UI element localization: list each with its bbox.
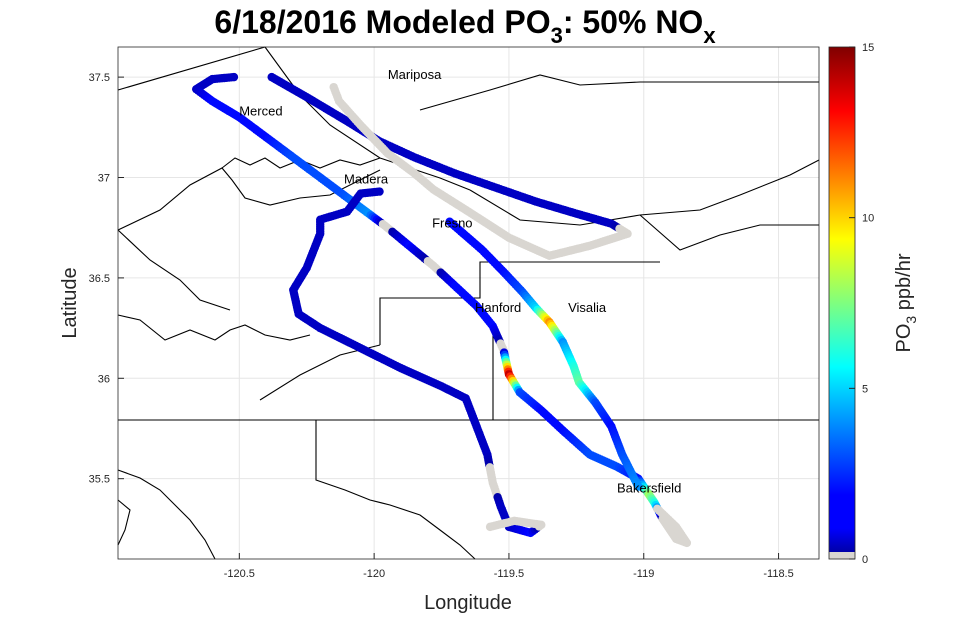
plot-border: [117, 46, 820, 560]
track-point: [634, 482, 643, 491]
county-labels: Mariposa Merced Madera Fresno Hanford Visalia…: [239, 67, 681, 496]
y-axis-label: Latitude: [59, 267, 81, 338]
flight-tracks: [191, 72, 692, 548]
colorbar-zero-band: [829, 552, 855, 559]
boundary-east-fresno: [639, 214, 819, 251]
track-point: [653, 504, 662, 514]
track-point: [485, 522, 495, 532]
county-label: Hanford: [475, 300, 521, 315]
boundary-merced-north: [117, 46, 266, 91]
grid-lines: [118, 47, 819, 559]
boundary-madera-river: [221, 157, 381, 169]
colorbar-tick-label: 10: [862, 213, 874, 225]
x-axis-ticks: -120.5 -120 -119.5 -119 -118.5: [224, 553, 794, 580]
colorbar-ticks: 0 5 10 15: [849, 42, 874, 566]
colorbar-tick-label: 15: [862, 42, 874, 54]
boundary-fresno-west: [117, 314, 311, 341]
x-tick-label: -120.5: [224, 568, 255, 580]
chart-title: 6/18/2016 Modeled PO3: 50% NOx: [214, 4, 716, 48]
boundary-mariposa-east: [419, 74, 819, 111]
y-tick-label: 37: [98, 173, 110, 185]
boundary-slo-2: [117, 499, 131, 546]
track-point: [329, 82, 338, 92]
boundary-fresno-north: [469, 159, 820, 226]
colorbar-label: PO3 ppb/hr: [893, 253, 919, 352]
boundary-kings: [379, 261, 660, 345]
colorbar-border: [828, 46, 856, 560]
county-label: Merced: [239, 103, 282, 118]
y-tick-label: 36: [98, 373, 110, 385]
x-tick-label: -120: [363, 568, 385, 580]
colorbar-tick-label: 0: [862, 554, 868, 566]
county-label: Bakersfield: [617, 481, 681, 496]
y-axis-ticks: 35.5 36 36.5 37 37.5: [89, 72, 124, 486]
boundary-merced-south-west: [117, 229, 231, 311]
boundary-kern-west: [315, 420, 476, 560]
x-tick-label: -118.5: [763, 568, 793, 580]
county-label: Visalia: [568, 300, 607, 315]
colorbar-tick-label: 5: [862, 383, 868, 395]
colorbar: [829, 47, 855, 559]
y-tick-label: 36.5: [89, 273, 110, 285]
x-tick-label: -119.5: [494, 568, 524, 580]
county-label: Fresno: [432, 216, 472, 231]
y-tick-label: 35.5: [89, 474, 110, 486]
x-axis-label: Longitude: [424, 592, 512, 614]
boundary-slo: [117, 469, 216, 560]
county-label: Mariposa: [388, 67, 442, 82]
x-tick-label: -119: [633, 568, 654, 580]
county-label: Madera: [344, 172, 389, 187]
y-tick-label: 37.5: [89, 72, 110, 84]
